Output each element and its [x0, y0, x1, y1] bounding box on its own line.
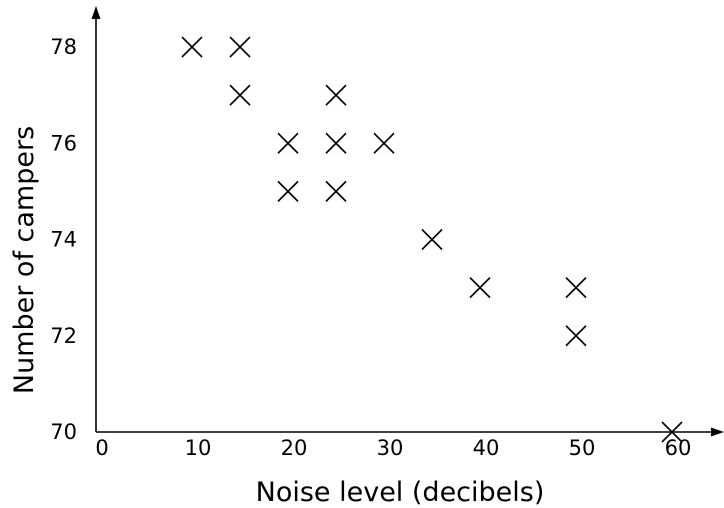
- x-tick-label: 10: [185, 436, 212, 460]
- x-tick-labels: 0 10 20 30 40 50 60: [95, 436, 691, 460]
- y-axis-arrow: [91, 6, 101, 19]
- x-tick-label: 50: [569, 436, 596, 460]
- x-tick-label: 60: [665, 436, 692, 460]
- data-point-marker: [373, 132, 395, 154]
- data-point-marker: [325, 180, 347, 202]
- x-tick-label: 20: [281, 436, 308, 460]
- data-point-marker: [229, 36, 251, 58]
- y-tick-labels: 70 72 74 76 78: [50, 35, 77, 444]
- x-tick-label: 0: [95, 436, 108, 460]
- y-tick-label: 70: [50, 420, 77, 444]
- x-tick-label: 30: [377, 436, 404, 460]
- data-point-marker: [277, 132, 299, 154]
- x-axis-arrow: [711, 427, 724, 437]
- data-point-marker: [469, 277, 491, 299]
- y-tick-label: 76: [50, 131, 77, 155]
- data-point-marker: [277, 180, 299, 202]
- data-point-marker: [421, 228, 443, 251]
- data-point-marker: [565, 277, 587, 299]
- data-points: [181, 36, 683, 443]
- y-tick-label: 72: [50, 324, 77, 348]
- y-tick-label: 78: [50, 35, 77, 59]
- data-point-marker: [325, 84, 347, 106]
- data-point-marker: [229, 84, 251, 106]
- data-point-marker: [181, 36, 203, 58]
- axes: [91, 6, 724, 437]
- data-point-marker: [565, 325, 587, 347]
- data-point-marker: [661, 421, 683, 443]
- y-axis-title: Number of campers: [9, 126, 40, 394]
- x-axis-title: Noise level (decibels): [256, 477, 545, 508]
- x-tick-label: 40: [473, 436, 500, 460]
- data-point-marker: [325, 132, 347, 154]
- y-tick-label: 74: [50, 228, 77, 252]
